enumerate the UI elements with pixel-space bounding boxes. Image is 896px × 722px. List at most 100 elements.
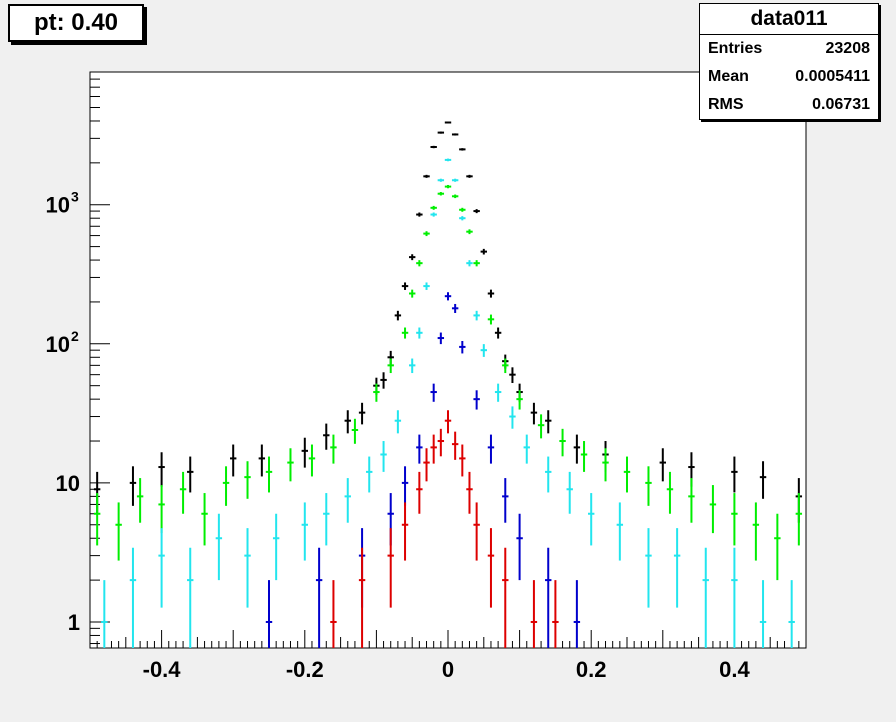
data-point <box>444 121 452 124</box>
x-tick-label: -0.4 <box>143 657 182 682</box>
data-point <box>502 547 509 648</box>
stats-label: RMS <box>708 96 744 113</box>
data-point <box>530 402 538 425</box>
data-point <box>473 390 480 410</box>
data-point <box>795 493 803 546</box>
x-tick-label: 0.4 <box>719 657 750 682</box>
series-points <box>101 158 795 648</box>
data-point <box>487 528 495 608</box>
axis-minor-ticks <box>89 71 807 648</box>
data-point <box>688 478 695 523</box>
data-point <box>473 310 480 321</box>
data-point <box>272 513 280 581</box>
data-point <box>409 289 416 298</box>
data-point <box>437 428 445 457</box>
data-point <box>752 502 760 561</box>
data-point <box>401 466 409 506</box>
data-point <box>774 513 781 581</box>
data-point <box>244 528 251 608</box>
data-point <box>616 502 624 561</box>
stats-value: 0.06731 <box>812 96 870 113</box>
data-point <box>451 178 459 182</box>
data-point <box>731 493 738 546</box>
data-point <box>788 580 795 648</box>
data-point <box>444 292 452 301</box>
y-tick-label: 1 <box>68 610 80 635</box>
data-point <box>487 434 495 464</box>
data-point <box>423 448 430 482</box>
data-point <box>265 580 273 648</box>
data-point <box>759 461 767 499</box>
data-point <box>215 513 223 581</box>
data-point <box>545 456 552 493</box>
data-point <box>416 260 423 267</box>
data-point <box>545 547 552 648</box>
data-point <box>731 547 738 648</box>
data-point <box>459 444 466 477</box>
data-point <box>401 502 409 561</box>
data-point <box>344 478 351 523</box>
data-point <box>537 414 545 439</box>
data-point <box>645 528 652 608</box>
data-point <box>437 332 445 345</box>
data-point <box>330 580 337 648</box>
data-point <box>387 358 394 374</box>
data-point <box>580 441 588 472</box>
data-point <box>101 580 108 648</box>
data-point <box>265 456 273 493</box>
data-point <box>323 493 330 546</box>
data-point <box>444 410 452 434</box>
data-point <box>358 547 366 648</box>
data-point <box>473 209 480 214</box>
data-point <box>287 448 294 482</box>
y-tick-label: 10 <box>46 193 70 218</box>
data-point <box>702 547 709 648</box>
data-point <box>487 289 495 298</box>
data-point <box>430 145 437 149</box>
data-point <box>645 466 652 506</box>
data-point <box>330 434 337 464</box>
data-point <box>423 231 430 237</box>
data-point <box>129 547 137 648</box>
y-tick-label: 10 <box>46 332 70 357</box>
stats-value: 0.0005411 <box>795 68 870 85</box>
data-point <box>315 547 323 648</box>
data-series <box>93 121 803 648</box>
data-point <box>602 448 609 482</box>
data-point <box>437 191 445 196</box>
data-point <box>401 327 409 339</box>
stats-value: 23208 <box>825 40 871 57</box>
stats-histogram-name: data011 <box>700 4 878 35</box>
data-point <box>409 358 416 374</box>
stats-row-mean: Mean 0.0005411 <box>700 63 878 91</box>
data-point <box>523 434 530 464</box>
data-point <box>573 580 581 648</box>
data-point <box>301 502 308 561</box>
data-point <box>179 471 187 514</box>
data-point <box>158 452 165 487</box>
data-point <box>187 547 194 648</box>
data-point <box>502 358 509 374</box>
data-point <box>666 471 674 514</box>
data-point <box>394 410 402 434</box>
data-point <box>351 418 359 444</box>
data-point <box>380 372 387 389</box>
data-point <box>494 383 502 402</box>
data-point <box>437 131 445 134</box>
data-point <box>93 493 101 546</box>
data-point <box>466 260 473 267</box>
series-points <box>330 410 559 648</box>
data-point <box>136 478 144 523</box>
data-point <box>344 410 351 434</box>
data-point <box>115 502 122 561</box>
data-point <box>451 431 459 460</box>
data-point <box>480 344 487 357</box>
data-point <box>588 493 595 546</box>
data-point <box>423 282 430 290</box>
data-point <box>430 212 437 217</box>
x-tick-label: -0.2 <box>286 657 324 682</box>
data-point <box>659 448 666 482</box>
data-point <box>451 133 459 136</box>
data-point <box>423 174 430 178</box>
